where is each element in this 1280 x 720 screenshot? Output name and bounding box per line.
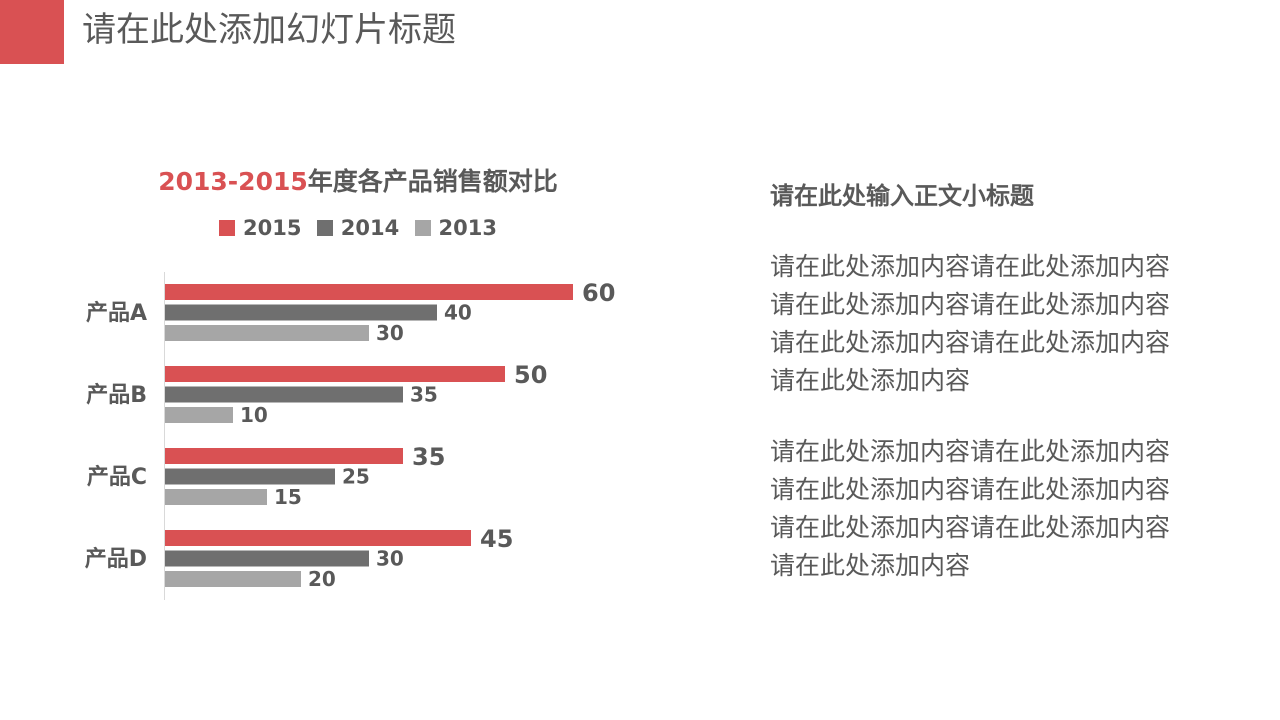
data-label: 30 xyxy=(376,321,404,345)
data-label: 40 xyxy=(444,301,472,325)
bar-2013 xyxy=(165,571,301,587)
data-label: 30 xyxy=(376,547,404,571)
legend-swatch xyxy=(219,220,235,236)
paragraph-line: 请在此处添加内容 xyxy=(770,551,971,580)
data-label: 10 xyxy=(240,403,268,427)
chart-legend: 2015 2014 2013 xyxy=(0,216,716,241)
data-label: 50 xyxy=(514,361,547,389)
data-label: 35 xyxy=(412,443,445,471)
legend-item-2015: 2015 xyxy=(219,216,301,240)
legend-label: 2013 xyxy=(438,216,497,240)
legend-label: 2014 xyxy=(340,216,400,240)
category-label: 产品C xyxy=(87,465,147,490)
data-label: 15 xyxy=(274,485,302,509)
paragraph-line: 请在此处添加内容请在此处添加内容 xyxy=(770,513,1171,542)
data-label: 45 xyxy=(480,525,513,553)
paragraph-line: 请在此处添加内容请在此处添加内容 xyxy=(770,475,1171,504)
chart-title: 2013-2015年度各产品销售额对比 xyxy=(0,162,716,198)
data-label: 20 xyxy=(308,567,336,591)
data-label: 60 xyxy=(582,279,615,307)
legend-item-2014: 2014 xyxy=(316,216,400,240)
paragraph-2: 请在此处添加内容请在此处添加内容 请在此处添加内容请在此处添加内容 请在此处添加… xyxy=(770,433,1210,585)
chart-title-highlight: 2013-2015 xyxy=(158,167,308,196)
paragraph-line: 请在此处添加内容请在此处添加内容 xyxy=(770,328,1171,357)
category-label: 产品A xyxy=(86,301,147,326)
bar-2013 xyxy=(165,407,233,423)
chart-title-rest: 年度各产品销售额对比 xyxy=(307,167,558,196)
paragraph-1: 请在此处添加内容请在此处添加内容 请在此处添加内容请在此处添加内容 请在此处添加… xyxy=(770,248,1210,400)
legend-swatch xyxy=(316,220,333,236)
bar-2014 xyxy=(165,304,437,321)
bar-2013 xyxy=(165,489,267,505)
paragraph-line: 请在此处添加内容请在此处添加内容 xyxy=(770,437,1171,466)
legend-swatch xyxy=(414,220,431,236)
bar-2015 xyxy=(165,448,403,464)
data-label: 35 xyxy=(410,383,438,407)
legend-item-2013: 2013 xyxy=(414,216,497,240)
bar-chart: 产品A 60 40 30 产品B 50 35 10 产品C 35 25 15 产品D 45 30 20 xyxy=(85,272,615,600)
bar-2013 xyxy=(165,325,369,341)
bar-2014 xyxy=(165,550,369,567)
category-label: 产品B xyxy=(86,383,147,408)
text-subtitle: 请在此处输入正文小标题 xyxy=(770,182,1034,210)
data-label: 25 xyxy=(342,465,370,489)
legend-label: 2015 xyxy=(243,216,302,240)
bar-2015 xyxy=(165,366,505,382)
category-label: 产品D xyxy=(85,547,147,572)
slide-title: 请在此处添加幻灯片标题 xyxy=(82,10,456,50)
paragraph-line: 请在此处添加内容请在此处添加内容 xyxy=(770,290,1171,319)
paragraph-line: 请在此处添加内容 xyxy=(770,366,971,395)
bar-2015 xyxy=(165,284,573,300)
title-accent-block xyxy=(0,0,64,64)
bar-2014 xyxy=(165,468,335,485)
paragraph-line: 请在此处添加内容请在此处添加内容 xyxy=(770,252,1171,281)
bar-2014 xyxy=(165,386,403,403)
bar-2015 xyxy=(165,530,471,546)
